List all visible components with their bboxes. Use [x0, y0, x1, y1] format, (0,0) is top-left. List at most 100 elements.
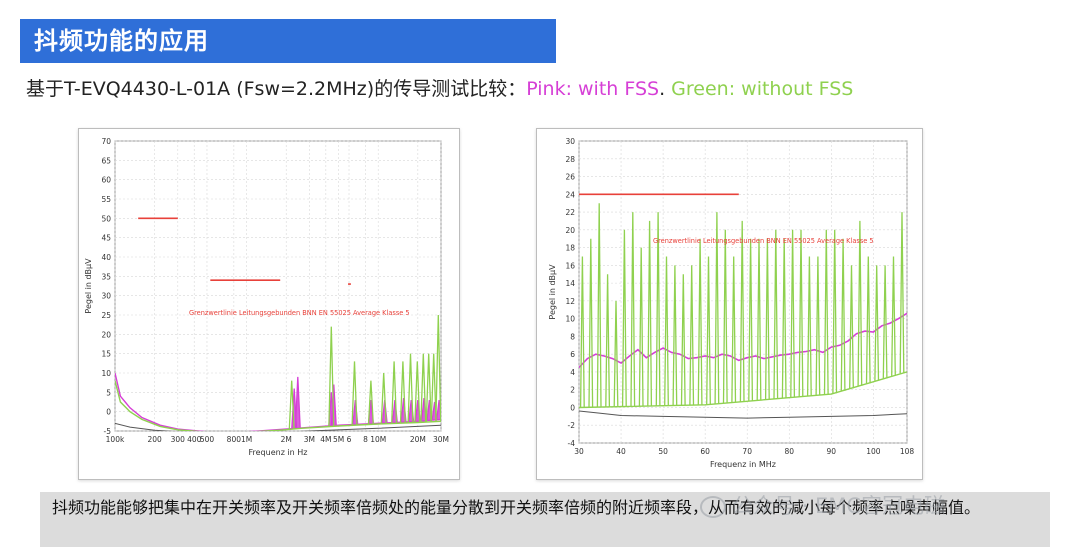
watermark: 公众号 · EMC容冠电磁: [700, 490, 945, 520]
x-axis-label: Frequenz in MHz: [710, 460, 776, 469]
green-emission-peak: [748, 238, 754, 402]
x-tick-label: 100: [866, 447, 881, 456]
ambient-trace: [115, 422, 441, 431]
green-emission-peak: [420, 353, 427, 423]
green-emission-peak: [823, 229, 829, 395]
y-axis-label: Pegel in dBµV: [84, 258, 93, 314]
green-emission-peak: [367, 380, 374, 425]
x-tick-label: 50: [658, 447, 668, 456]
green-emission-peak: [425, 353, 432, 422]
y-tick-label: 60: [101, 176, 111, 185]
green-emission-peak: [647, 220, 653, 407]
green-emission-peak: [399, 361, 406, 424]
legend-green-label: Green: without FSS: [671, 78, 854, 100]
y-tick-label: 25: [101, 311, 111, 320]
green-emission-peak: [697, 238, 703, 405]
y-tick-label: 16: [565, 261, 575, 270]
green-emission-peak: [874, 265, 880, 381]
conclusion-text: 抖频功能能够把集中在开关频率及开关频率倍频处的能量分散到开关频率倍频的附近频率段…: [52, 498, 981, 517]
watermark-text: 公众号 · EMC容冠电磁: [732, 494, 946, 518]
green-emission-peak: [891, 256, 896, 376]
chart-panel-high-frequency: 30 28 26 24 22 20 18 16 14 12 10 8 6 4 2 0 -2 -4 30 40 50 60 7…: [536, 128, 923, 480]
green-baseline: [579, 371, 907, 409]
x-tick-label: 30M: [433, 435, 449, 444]
y-tick-label: 22: [565, 208, 575, 217]
x-tick-label: 70: [742, 447, 752, 456]
y-axis-label: Pegel in dBµV: [548, 264, 557, 320]
pink-emission-peak: [294, 376, 301, 429]
x-tick-label: 6: [347, 435, 352, 444]
green-emission-peak: [430, 353, 437, 422]
green-emission-peak: [664, 256, 669, 406]
y-tick-label: 40: [101, 253, 111, 262]
x-tick-label: 80: [784, 447, 794, 456]
y-tick-label: 28: [565, 155, 575, 164]
limit-annotation: Grenzwertlinie Leitungsgebunden BNN EN 5…: [653, 237, 874, 245]
green-emission-peak: [391, 361, 398, 424]
y-tick-label: 26: [565, 173, 575, 182]
green-emission-peak: [815, 256, 821, 396]
x-tick-label: 100k: [106, 435, 125, 444]
page-title: 抖频功能的应用: [20, 19, 556, 63]
x-tick-label: 500: [200, 435, 215, 444]
chart-panel-low-frequency: 70 65 60 55 50 45 40 35 30 25 20 15 10 5 0 -5 100k 200 300…: [78, 128, 460, 480]
series-group: [579, 193, 907, 419]
green-emission-peak: [764, 238, 770, 400]
green-emission-peak: [706, 256, 711, 405]
green-emission-peak: [672, 265, 678, 406]
x-tick-label: 60: [700, 447, 710, 456]
green-emission-peak: [781, 238, 787, 399]
y-tick-label: 5: [106, 388, 111, 397]
green-emission-peak: [638, 247, 644, 407]
y-tick-label: 30: [565, 137, 575, 146]
y-tick-label: 45: [101, 234, 111, 243]
x-tick-label: 3M: [304, 435, 315, 444]
green-emission-peak: [655, 212, 661, 406]
y-tick-label: 18: [565, 244, 575, 253]
y-tick-label: 14: [565, 279, 575, 288]
green-emission-peak: [714, 212, 720, 404]
y-tick-label: -4: [568, 439, 576, 448]
green-emission-peak: [596, 203, 602, 408]
y-tick-label: 65: [101, 156, 111, 165]
green-emission-peak: [414, 361, 421, 423]
caption-main: 基于T-EVQ4430-L-01A (Fsw=2.2MHz)的传导测试比较：: [26, 78, 527, 100]
x-tick-label: 2M: [281, 435, 292, 444]
caption-separator: .: [659, 78, 672, 100]
y-tick-label: 35: [101, 272, 111, 281]
green-emission-peak: [849, 265, 854, 389]
green-emission-peak: [722, 229, 728, 404]
x-tick-label: 300: [171, 435, 186, 444]
green-baseline: [115, 380, 441, 431]
green-emission-peak: [328, 326, 335, 427]
green-emission-peak: [621, 229, 627, 407]
y-tick-label: 2: [570, 386, 575, 395]
green-emission-peak: [739, 220, 745, 402]
x-tick-label: 1M: [241, 435, 252, 444]
x-tick-label: 108: [900, 447, 915, 456]
y-tick-label: 20: [101, 330, 111, 339]
green-emission-peak: [882, 265, 888, 379]
y-tick-label: 70: [101, 137, 111, 146]
x-tick-label: 90: [827, 447, 837, 456]
green-emission-peak: [899, 212, 905, 374]
green-emission-peak: [832, 229, 838, 394]
green-emission-peak: [435, 314, 441, 422]
green-emission-peak: [865, 256, 871, 384]
y-tick-label: 15: [101, 350, 111, 359]
y-tick-label: 10: [565, 315, 575, 324]
green-emission-peak: [605, 274, 611, 407]
y-tick-label: 30: [101, 292, 111, 301]
plot-area: [114, 140, 442, 432]
green-emission-peak: [351, 361, 358, 426]
conclusion-box: 抖频功能能够把集中在开关频率及开关频率倍频处的能量分散到开关频率倍频的附近频率段…: [40, 492, 1050, 547]
green-emission-peak: [680, 274, 686, 406]
green-emission-peak: [288, 380, 295, 430]
green-emission-peak: [773, 229, 779, 399]
y-tick-label: 6: [570, 350, 575, 359]
green-emission-peak: [407, 353, 414, 423]
y-tick-label: -2: [568, 421, 576, 430]
y-tick-label: 4: [570, 368, 575, 377]
